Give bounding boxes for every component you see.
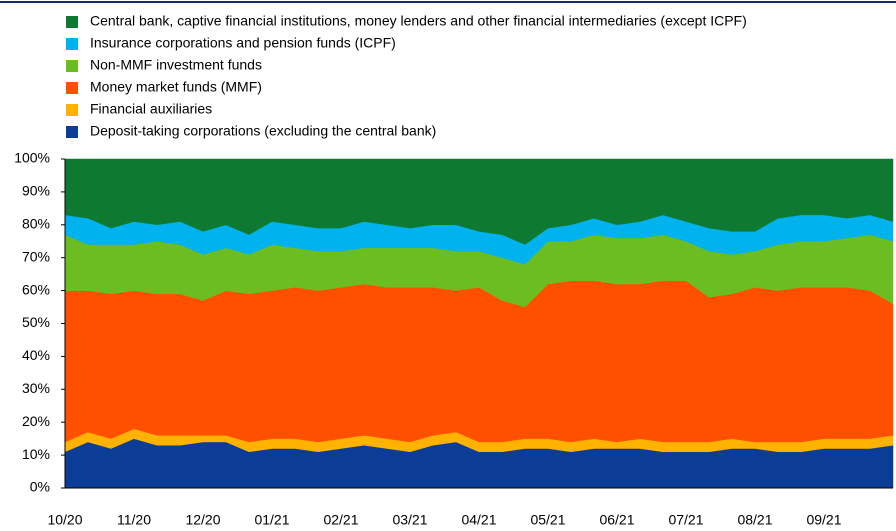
legend-swatch [66, 126, 78, 138]
y-tick-label: 30% [22, 380, 50, 396]
x-tick-label: 11/20 [117, 512, 151, 528]
x-tick-label: 07/21 [668, 512, 703, 528]
x-tick-label: 03/21 [392, 512, 427, 528]
legend-swatch [66, 104, 78, 116]
area [64, 280, 894, 443]
legend-swatch [66, 38, 78, 50]
y-tick-label: 0% [30, 479, 50, 495]
y-tick-label: 10% [22, 446, 50, 462]
legend-swatch [66, 82, 78, 94]
x-tick-label: 12/20 [185, 512, 220, 528]
legend-label: Money market funds (MMF) [90, 79, 262, 95]
legend-swatch [66, 60, 78, 72]
x-tick-label: 01/21 [254, 512, 289, 528]
legend-label: Non-MMF investment funds [90, 57, 262, 73]
y-tick-label: 60% [22, 281, 50, 297]
y-tick-label: 100% [14, 150, 50, 166]
y-tick-label: 70% [22, 248, 50, 264]
x-tick-label: 10/20 [47, 512, 82, 528]
y-tick-label: 40% [22, 347, 50, 363]
y-tick-label: 90% [22, 183, 50, 199]
x-tick-label: 04/21 [461, 512, 496, 528]
x-tick-label: 06/21 [599, 512, 634, 528]
y-tick-label: 20% [22, 413, 50, 429]
x-tick-label: 02/21 [323, 512, 358, 528]
area [64, 158, 894, 245]
legend-label: Financial auxiliaries [90, 101, 212, 117]
x-tick-label: 05/21 [530, 512, 565, 528]
y-tick-label: 80% [22, 216, 50, 232]
legend-label: Central bank, captive financial institut… [90, 13, 747, 29]
x-tick-label: 08/21 [737, 512, 772, 528]
legend-label: Deposit-taking corporations (excluding t… [90, 123, 436, 139]
x-tick-label: 09/21 [806, 512, 841, 528]
legend-label: Insurance corporations and pension funds… [90, 35, 396, 51]
y-tick-label: 50% [22, 314, 50, 330]
legend-swatch [66, 16, 78, 28]
